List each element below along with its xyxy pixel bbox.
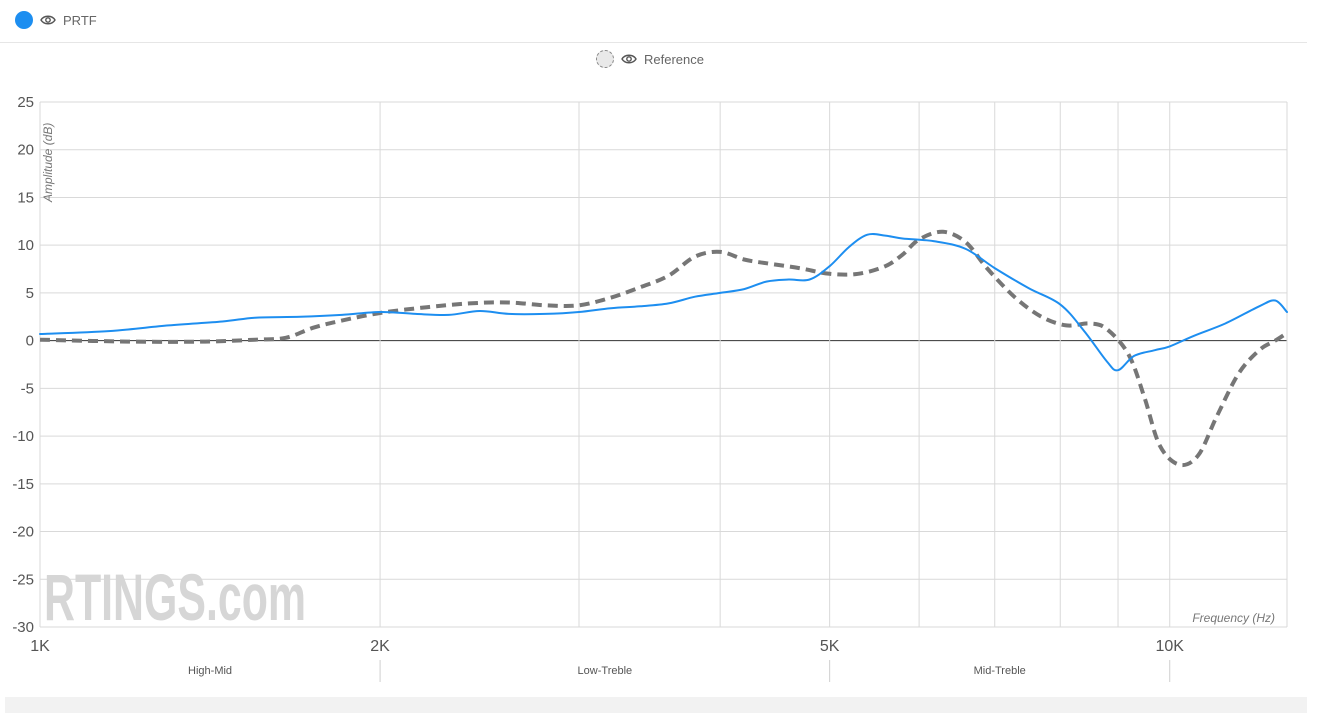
y-tick-label: -30 [12,619,34,636]
y-axis-ticks: 25 20 15 10 5 0 -5 -10 -15 -20 -25 -30 [12,94,34,636]
frequency-bands: High-Mid Low-Treble Mid-Treble [188,660,1171,682]
band-label: High-Mid [188,665,232,677]
legend-label-prtf: PRTF [63,12,97,28]
x-tick-label: 2K [370,638,390,655]
watermark: RTINGS.com [44,560,306,634]
prtf-color-dot[interactable] [15,11,33,29]
y-tick-label: -25 [12,571,34,588]
x-tick-label: 5K [820,638,840,655]
legend-item-reference[interactable]: Reference [596,50,704,68]
y-tick-label: -10 [12,428,34,445]
band-label: Mid-Treble [974,665,1026,677]
y-tick-label: -5 [21,380,34,397]
y-tick-label: 15 [17,189,34,206]
y-tick-label: 20 [17,142,34,159]
eye-icon[interactable] [40,14,56,26]
footer-band [5,697,1307,713]
y-tick-label: 10 [17,237,34,254]
series-line-reference [39,229,1289,468]
legend-label-reference: Reference [644,51,704,67]
y-axis-label: Amplitude (dB) [41,123,55,203]
reference-color-dot[interactable] [596,50,614,68]
y-tick-label: 0 [26,333,34,350]
y-tick-label: -15 [12,476,34,493]
chart-series [39,229,1289,468]
series-line-prtf [39,232,1288,372]
x-axis-label: Frequency (Hz) [1192,611,1275,625]
chart-grid [39,101,1288,628]
series-legend-row: PRTF [0,0,1307,43]
x-axis-ticks: 1K 2K 5K 10K [30,638,1184,655]
x-tick-label: 1K [30,638,50,655]
y-tick-label: -20 [12,524,34,541]
legend-item-prtf[interactable]: PRTF [15,11,97,29]
y-tick-label: 25 [17,94,34,111]
y-tick-label: 5 [26,285,34,302]
x-tick-label: 10K [1155,638,1184,655]
eye-icon[interactable] [621,53,637,65]
band-label: Low-Treble [578,665,633,677]
